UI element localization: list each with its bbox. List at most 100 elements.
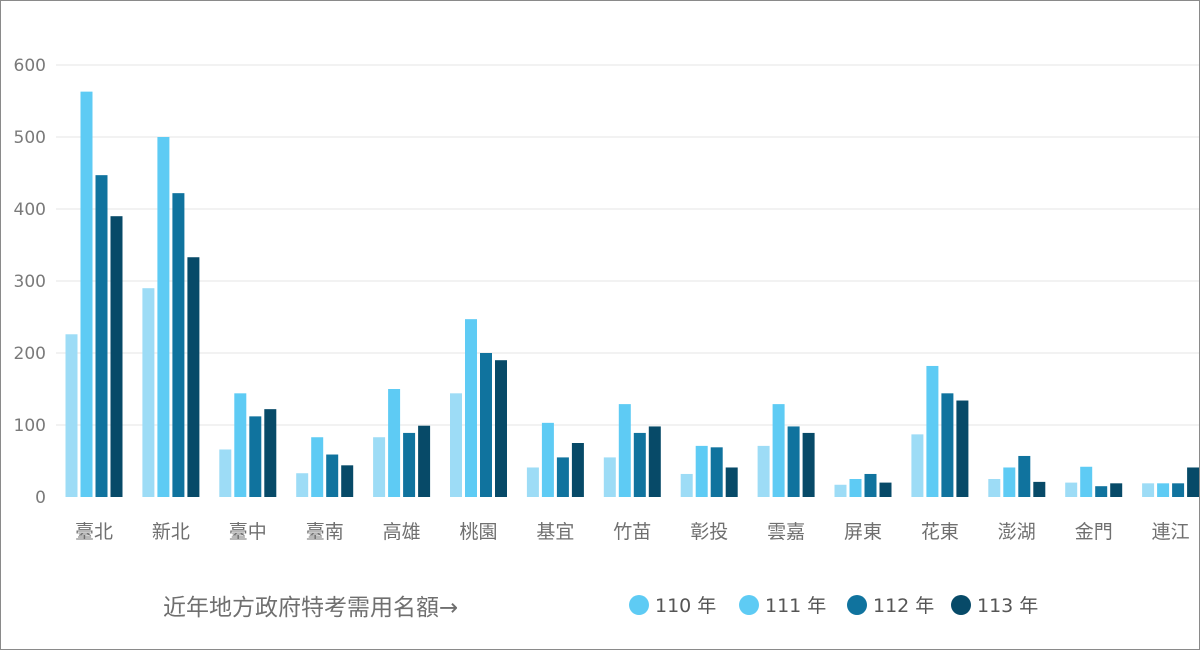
legend-item: 112 年 xyxy=(847,595,934,617)
legend-marker xyxy=(629,595,649,615)
bar-group xyxy=(65,91,123,497)
bar xyxy=(757,445,770,497)
legend-item: 113 年 xyxy=(951,595,1038,617)
bar xyxy=(772,404,785,497)
bar xyxy=(495,360,507,497)
y-tick-label: 100 xyxy=(14,416,46,436)
y-tick-label: 300 xyxy=(14,272,46,292)
x-category-label: 澎湖 xyxy=(998,521,1036,543)
bar xyxy=(571,443,584,497)
bar xyxy=(956,400,969,497)
bar xyxy=(1033,481,1046,497)
bar xyxy=(1110,483,1123,497)
bar xyxy=(526,467,539,497)
x-category-label: 基宜 xyxy=(536,521,574,543)
bar-group xyxy=(1065,466,1123,497)
y-tick-label: 200 xyxy=(14,344,46,364)
bar xyxy=(450,393,462,497)
bar xyxy=(988,479,1001,497)
y-tick-label: 0 xyxy=(35,488,46,508)
bar xyxy=(388,389,401,497)
bar-group xyxy=(142,137,200,497)
bar xyxy=(1095,486,1108,497)
bar xyxy=(725,467,738,497)
bar xyxy=(480,353,492,497)
bar xyxy=(142,288,155,497)
legend-label: 112 年 xyxy=(873,595,934,617)
x-category-label: 花東 xyxy=(921,521,959,543)
bars xyxy=(65,91,1199,497)
bar xyxy=(326,454,339,497)
bar-group xyxy=(373,389,431,497)
bar xyxy=(341,465,354,497)
legend-label: 111 年 xyxy=(765,595,826,617)
bar xyxy=(556,457,569,497)
bar xyxy=(219,449,232,497)
bar xyxy=(418,425,431,497)
bar xyxy=(603,457,616,497)
x-category-label: 高雄 xyxy=(383,521,421,543)
bar-group xyxy=(834,473,892,497)
x-category-label: 臺北 xyxy=(75,521,113,543)
bar xyxy=(311,437,324,497)
x-category-label: 桃園 xyxy=(459,521,497,543)
x-category-label: 新北 xyxy=(152,521,190,543)
bar xyxy=(802,432,815,497)
y-tick-label: 600 xyxy=(14,56,46,76)
bar-group xyxy=(911,365,969,497)
bar-group xyxy=(296,437,354,497)
legend-marker xyxy=(951,595,971,615)
bar xyxy=(864,473,877,497)
legend: 110 年 111 年 112 年 113 年 xyxy=(629,595,1038,617)
bar-group xyxy=(603,404,661,497)
bar xyxy=(234,393,247,497)
x-category-label: 臺南 xyxy=(306,521,344,543)
bar xyxy=(911,434,924,497)
bar xyxy=(172,193,185,497)
x-axis-categories: 臺北 新北 臺中 臺南 高雄 桃園 基宜 竹苗 彰投 雲嘉 屏東 花東 澎湖 金門 連江 xyxy=(75,521,1190,543)
bar xyxy=(941,393,954,497)
bar xyxy=(849,479,862,497)
chart-note: 近年地方政府特考需用名額→ xyxy=(163,595,458,621)
x-category-label: 竹苗 xyxy=(613,521,651,543)
bar xyxy=(618,404,631,497)
bar xyxy=(187,257,200,497)
bar-group xyxy=(988,455,1046,497)
bar-group xyxy=(680,445,738,497)
legend-marker xyxy=(847,595,867,615)
bar xyxy=(1172,483,1185,497)
bar xyxy=(249,416,262,497)
bar xyxy=(1003,467,1016,497)
bar xyxy=(834,484,847,497)
x-category-label: 屏東 xyxy=(844,521,882,543)
bar xyxy=(65,334,78,497)
bar xyxy=(1065,482,1078,497)
bar-group xyxy=(1142,467,1199,497)
bar xyxy=(80,91,93,497)
legend-label: 110 年 xyxy=(655,595,716,617)
x-category-label: 雲嘉 xyxy=(767,521,805,543)
bar xyxy=(926,365,939,497)
x-category-label: 連江 xyxy=(1152,521,1190,543)
bar xyxy=(1018,455,1031,497)
bar xyxy=(541,422,554,497)
bar xyxy=(264,409,277,497)
bar xyxy=(1187,467,1199,497)
y-tick-label: 400 xyxy=(14,200,46,220)
bar xyxy=(710,447,723,497)
bar xyxy=(648,426,661,497)
bar xyxy=(1080,466,1093,497)
bar xyxy=(1142,483,1155,497)
legend-label: 113 年 xyxy=(977,595,1038,617)
legend-item: 110 年 xyxy=(629,595,716,617)
bar xyxy=(787,426,800,497)
x-category-label: 臺中 xyxy=(229,521,267,543)
bar-group xyxy=(757,404,815,497)
y-tick-label: 500 xyxy=(14,128,46,148)
bar xyxy=(695,445,708,497)
x-category-label: 金門 xyxy=(1075,521,1113,543)
bar xyxy=(373,437,386,497)
bar xyxy=(110,216,123,497)
